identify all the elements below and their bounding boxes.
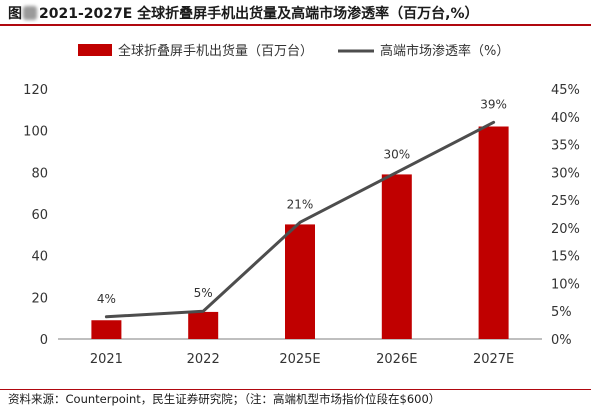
data-label-rate: 4% (97, 292, 116, 306)
title-text: 2021-2027E 全球折叠屏手机出货量及高端市场渗透率（百万台,%） (39, 6, 479, 22)
x-tick-label: 2022 (187, 352, 220, 367)
y-right-tick-label: 45% (551, 83, 580, 98)
y-left-tick-label: 20 (31, 291, 48, 306)
y-right-tick-label: 10% (551, 277, 580, 292)
y-right-tick-label: 35% (551, 139, 580, 154)
x-tick-label: 2025E (279, 352, 320, 367)
bar-shipments (188, 311, 219, 339)
x-tick-label: 2021 (90, 352, 123, 367)
chart: 全球折叠屏手机出货量（百万台） 高端市场渗透率（%） 0 20 40 60 80 100 120… (23, 43, 580, 367)
legend-swatch-bar (78, 44, 112, 56)
bar-shipments (91, 320, 122, 339)
bar-shipments (381, 174, 412, 339)
data-label-rate: 39% (480, 97, 507, 111)
y-right-tick-label: 30% (551, 166, 580, 181)
bar-shipments (478, 126, 509, 339)
legend-label-line: 高端市场渗透率（%） (380, 43, 509, 59)
data-label-rate: 30% (383, 147, 410, 161)
bar-shipments (285, 224, 315, 339)
y-right-tick-label: 20% (551, 222, 580, 237)
y-left-tick-label: 60 (31, 208, 48, 223)
x-tick-label: 2027E (473, 352, 514, 367)
y-right-tick-label: 5% (551, 305, 572, 320)
title-bar: 图 2021-2027E 全球折叠屏手机出货量及高端市场渗透率（百万台,%） (0, 0, 591, 26)
title-prefix: 图 (8, 6, 22, 22)
y-left-tick-label: 40 (31, 250, 48, 265)
y-left-tick-label: 100 (23, 125, 48, 140)
data-label-rate: 21% (287, 197, 314, 211)
y-left-tick-label: 0 (40, 333, 48, 348)
x-tick-label: 2026E (376, 352, 417, 367)
y-right-tick-label: 40% (551, 111, 580, 126)
source-note: 资料来源：Counterpoint，民生证券研究院；（注：高端机型市场指价位段在… (8, 392, 441, 406)
y-left-tick-label: 120 (23, 83, 48, 98)
footer-rule (0, 389, 591, 390)
y-right-tick-label: 0% (551, 333, 572, 348)
legend-label-bar: 全球折叠屏手机出货量（百万台） (118, 43, 313, 59)
y-right-tick-label: 25% (551, 194, 580, 209)
redacted-mark (23, 6, 37, 20)
chart-title: 图 2021-2027E 全球折叠屏手机出货量及高端市场渗透率（百万台,%） (8, 3, 479, 23)
y-right-tick-label: 15% (551, 250, 580, 265)
y-left-tick-label: 80 (31, 166, 48, 181)
line-penetration-rate (104, 120, 496, 319)
data-label-rate: 5% (194, 286, 213, 300)
